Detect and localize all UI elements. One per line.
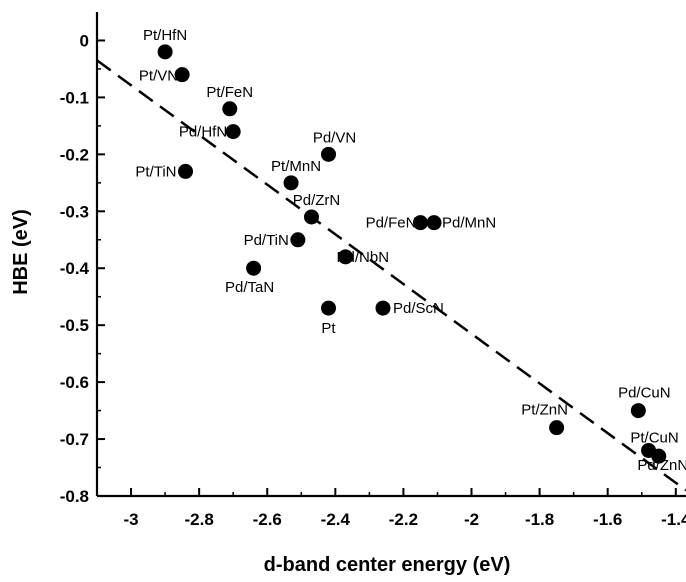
x-tick-label: -2.2	[389, 510, 418, 529]
point-label: Pd/MnN	[442, 215, 496, 232]
y-tick-label: -0.6	[60, 373, 89, 392]
point-label: Pd/CuN	[618, 385, 671, 402]
point-label: Pt/TiN	[135, 163, 176, 180]
point-label: Pd/TaN	[225, 279, 274, 296]
data-point	[321, 300, 337, 316]
data-point	[178, 163, 194, 179]
data-point	[157, 44, 173, 60]
y-tick-label: 0	[80, 31, 89, 50]
data-point	[246, 260, 262, 276]
y-tick-label: -0.1	[60, 88, 89, 107]
data-point	[651, 448, 667, 464]
point-label: Pd/NbN	[337, 249, 390, 266]
point-labels: Pt/HfN Pt/VN Pt/FeN Pd/HfN Pd/VN Pt/TiN Pt/MnN…	[135, 27, 686, 474]
point-label: Pd/ScN	[393, 300, 444, 317]
data-point	[426, 215, 442, 231]
data-point	[321, 146, 337, 162]
point-label: Pt/FeN	[206, 84, 253, 101]
point-label: Pd/FeN	[366, 215, 417, 232]
x-tick-label: -1.6	[593, 510, 622, 529]
y-tick-label: -0.2	[60, 145, 89, 164]
data-point	[375, 300, 391, 316]
data-point	[338, 249, 354, 265]
data-point	[290, 232, 306, 248]
y-tick-label: -0.8	[60, 487, 89, 506]
point-label: Pt/VN	[139, 68, 178, 85]
fit-line	[96, 59, 686, 492]
data-point	[549, 420, 565, 436]
x-tick-label: -2.8	[184, 510, 213, 529]
x-tick-label: -1.4	[661, 510, 686, 529]
x-tick-label: -2.4	[321, 510, 351, 529]
point-label: Pd/VN	[313, 129, 356, 146]
x-tick-label: -2.6	[253, 510, 282, 529]
x-tick-label: -2	[464, 510, 479, 529]
point-label: Pt/HfN	[143, 27, 187, 44]
point-label: Pd/HfN	[179, 124, 227, 141]
y-axis-title: HBE (eV)	[10, 209, 32, 295]
point-label: Pt/MnN	[271, 158, 321, 175]
y-tick-label: -0.5	[60, 316, 89, 335]
data-points	[157, 44, 667, 464]
data-point	[283, 175, 299, 191]
point-label: Pt/ZnN	[521, 402, 568, 419]
data-point	[174, 67, 190, 83]
x-axis-title: d-band center energy (eV)	[264, 554, 511, 576]
x-tick-label: -3	[123, 510, 138, 529]
point-label: Pd/ZrN	[293, 192, 341, 209]
y-tick-label: -0.3	[60, 202, 89, 221]
point-label: Pt	[321, 320, 336, 337]
x-tick-label: -1.8	[525, 510, 554, 529]
data-point	[225, 124, 241, 140]
fit-line-layer	[96, 59, 686, 492]
y-tick-label: -0.4	[60, 259, 90, 278]
data-point	[303, 209, 319, 225]
point-label: Pd/ZnN	[637, 457, 686, 474]
y-tick-label: -0.7	[60, 430, 89, 449]
point-label: Pd/TiN	[244, 232, 289, 249]
axes: 0 -0.1 -0.2 -0.3 -0.4 -0.5 -0.6 -0.7 -0.8 -3 -2.8 -…	[60, 12, 686, 529]
point-label: Pt/CuN	[630, 429, 678, 446]
data-point	[412, 215, 428, 231]
data-point	[222, 101, 238, 117]
data-point	[630, 403, 646, 419]
